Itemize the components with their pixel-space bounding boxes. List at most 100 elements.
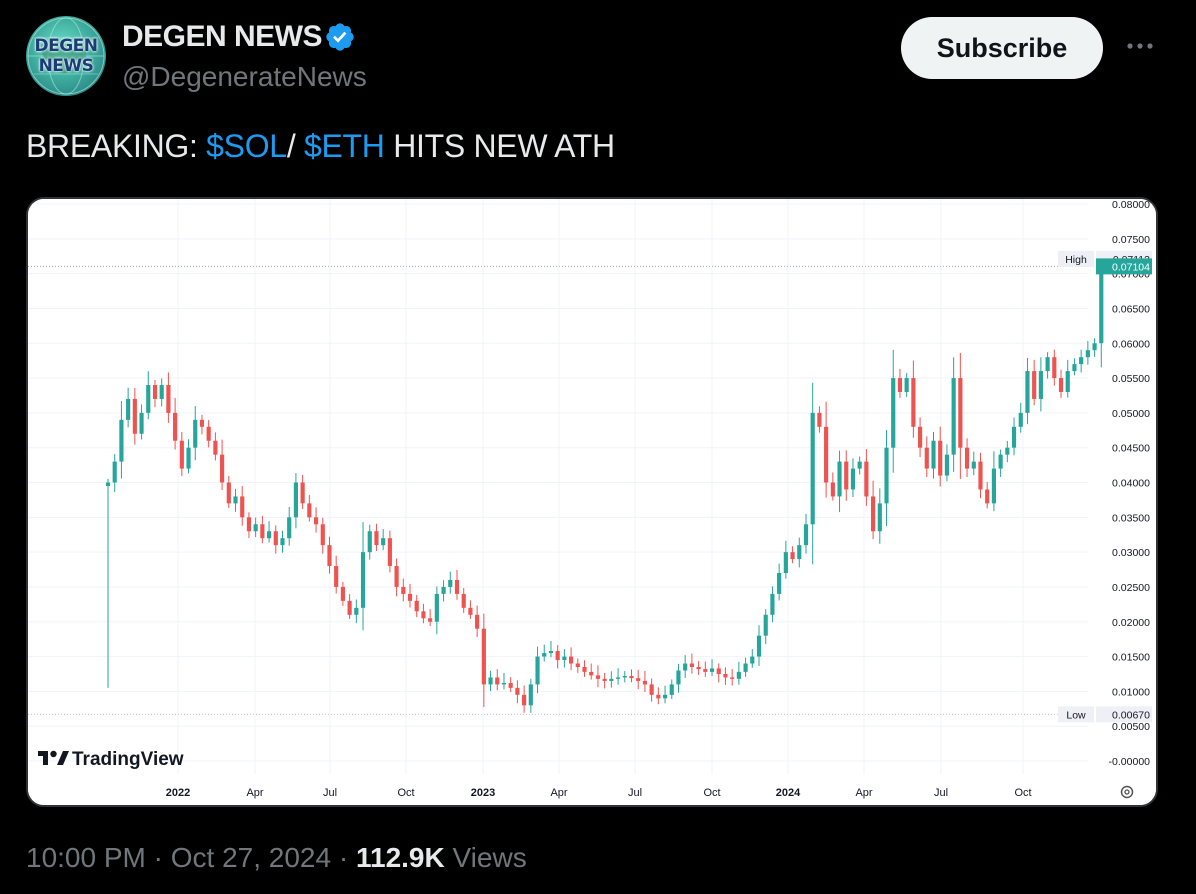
candle-body xyxy=(649,684,654,695)
candle-body xyxy=(233,496,238,504)
candle-body xyxy=(253,524,258,532)
x-tick-label: Apr xyxy=(855,787,872,799)
candle-body xyxy=(266,531,272,539)
candle-body xyxy=(743,663,748,672)
candle-body xyxy=(495,677,500,685)
candle-body xyxy=(736,671,741,679)
candle-body xyxy=(347,600,352,615)
display-name[interactable]: DEGEN NEWS xyxy=(122,20,323,53)
candle-body xyxy=(1058,378,1064,392)
x-tick-label: Jul xyxy=(934,787,948,799)
candle-body xyxy=(367,531,372,553)
y-tick-label: 0.02500 xyxy=(1112,582,1150,594)
candle-body xyxy=(166,385,171,413)
low-value: 0.00670 xyxy=(1112,709,1150,721)
candle-body xyxy=(481,628,486,685)
candle-body xyxy=(293,482,298,518)
candle-body xyxy=(951,378,956,455)
candle-body xyxy=(119,419,124,462)
candle-body xyxy=(810,412,815,525)
views-label: Views xyxy=(444,842,527,873)
candle-body xyxy=(186,447,191,469)
candle-body xyxy=(334,566,339,587)
candle-body xyxy=(864,461,869,497)
y-tick-label: 0.05000 xyxy=(1112,408,1150,420)
candle-body xyxy=(897,378,903,392)
candle-body xyxy=(944,454,950,476)
author-handle[interactable]: @DegenerateNews xyxy=(122,61,367,92)
candle-body xyxy=(112,461,117,483)
candle-body xyxy=(320,524,325,546)
candle-body xyxy=(139,412,144,434)
tweet-date[interactable]: Oct 27, 2024 xyxy=(170,842,332,873)
candle-body xyxy=(246,517,252,532)
candle-body xyxy=(891,378,896,448)
candle-body xyxy=(434,593,439,622)
candle-body xyxy=(448,579,453,587)
candle-body xyxy=(750,656,755,664)
candle-body xyxy=(683,663,688,671)
candle-body xyxy=(669,684,674,695)
cashtag-sol-link[interactable]: $SOL xyxy=(206,128,287,164)
candle-body xyxy=(958,378,963,448)
candle-body xyxy=(589,671,594,676)
y-tick-label: 0.03000 xyxy=(1112,547,1150,559)
candle-body xyxy=(381,538,386,546)
candle-body xyxy=(273,531,278,546)
candle-body xyxy=(844,461,849,490)
candle-body xyxy=(723,673,728,678)
low-label: Low xyxy=(1066,709,1086,721)
tradingview-brand: TradingView xyxy=(72,749,184,770)
cashtag-eth-link[interactable]: $ETH xyxy=(304,128,385,164)
candle-body xyxy=(414,600,419,612)
candle-body xyxy=(830,482,835,497)
y-tick-label: 0.06500 xyxy=(1112,303,1150,315)
y-tick-label: -0.00000 xyxy=(1109,756,1151,768)
candle-body xyxy=(790,552,795,560)
candle-body xyxy=(387,538,392,567)
candlestick-chart: 0.080000.075000.070000.065000.060000.055… xyxy=(28,199,1156,805)
avatar-logo-text: DEGEN xyxy=(34,36,98,56)
candle-body xyxy=(394,566,399,587)
low-value-box xyxy=(1096,706,1152,723)
candle-body xyxy=(146,385,151,413)
candle-body xyxy=(501,683,507,685)
candle-body xyxy=(173,412,178,441)
subscribe-button[interactable]: Subscribe xyxy=(901,17,1103,79)
y-tick-label: 0.01500 xyxy=(1112,652,1150,664)
x-tick-label: 2023 xyxy=(471,787,495,799)
candle-body xyxy=(199,419,205,427)
x-tick-label: 2022 xyxy=(166,787,190,799)
tradingview-logo-icon xyxy=(38,750,69,765)
candle-body xyxy=(555,650,560,661)
meta-separator: · xyxy=(145,842,171,873)
candle-body xyxy=(656,694,661,699)
candle-body xyxy=(1018,412,1023,427)
x-tick-label: 2024 xyxy=(776,787,801,799)
candle-body xyxy=(904,378,909,392)
settings-gear-icon[interactable] xyxy=(1120,785,1134,799)
chart-image-card[interactable]: 0.08000 0.07500 0.07000 0.06500 0.06000 0.055… xyxy=(26,197,1158,807)
candle-body xyxy=(662,694,668,699)
candle-body xyxy=(179,440,184,469)
tweet-time[interactable]: 10:00 PM xyxy=(26,842,146,873)
tweet-text: BREAKING: $SOL/ $ETH HITS NEW ATH xyxy=(26,128,615,165)
candle-body xyxy=(595,675,601,679)
x-tick-label: Oct xyxy=(1014,787,1031,799)
candle-body xyxy=(535,656,540,685)
candle-body xyxy=(126,398,131,420)
candle-body xyxy=(313,517,319,525)
more-horizontal-icon[interactable] xyxy=(1124,38,1156,54)
candle-body xyxy=(938,440,943,476)
candle-body xyxy=(696,667,701,670)
candle-body xyxy=(1011,426,1017,448)
candle-body xyxy=(1038,371,1043,399)
candle-body xyxy=(629,676,634,679)
candle-body xyxy=(441,586,446,594)
candle-body xyxy=(206,426,211,441)
x-tick-label: Apr xyxy=(246,787,263,799)
high-label-box xyxy=(1058,250,1094,267)
candle-body xyxy=(522,694,527,706)
avatar[interactable]: DEGEN NEWS xyxy=(26,16,106,96)
candle-body xyxy=(1085,350,1090,358)
